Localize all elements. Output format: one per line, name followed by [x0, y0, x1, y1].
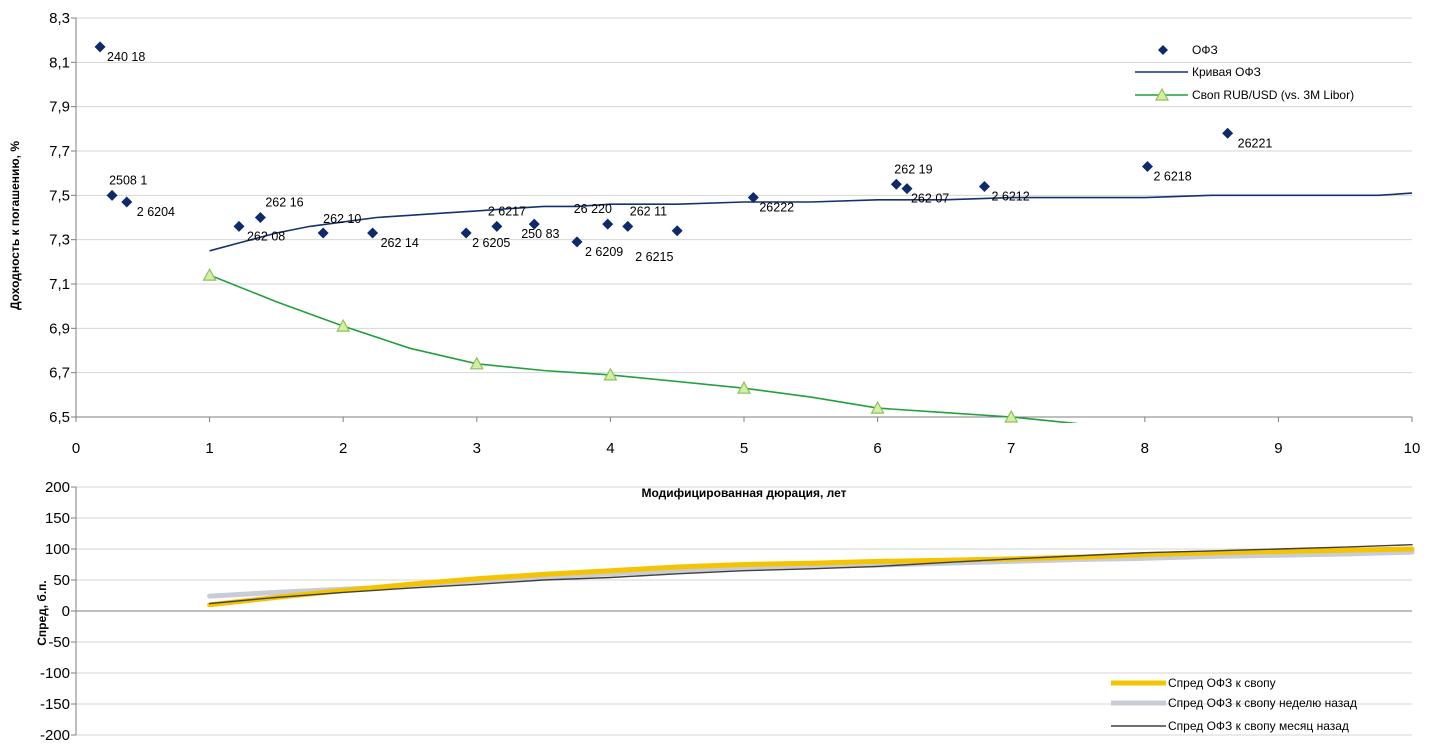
ofz-point-label: 2 6215 — [635, 250, 673, 264]
ofz-point — [978, 180, 990, 192]
ofz-point — [233, 220, 245, 232]
bottom-y-axis-title: Спред, б.п. — [35, 580, 49, 646]
top-ytick-label: 8,3 — [49, 10, 70, 27]
top-y-axis-title: Доходность к погашению, % — [8, 141, 22, 310]
top-ytick-label: 6,9 — [49, 320, 70, 337]
ofz-point-label: 262 14 — [381, 236, 419, 250]
top-ytick-label: 7,7 — [49, 143, 70, 160]
legend-curve-label: Кривая ОФЗ — [1192, 65, 1261, 79]
top-xtick-label: 5 — [740, 440, 748, 457]
top-xtick-label: 2 — [339, 440, 347, 457]
top-xtick-label: 9 — [1274, 440, 1282, 457]
swap-marker — [469, 356, 484, 370]
spread-line-2 — [208, 544, 1413, 605]
top-xtick-label: 3 — [473, 440, 481, 457]
top-xtick-label: 8 — [1141, 440, 1149, 457]
top-ytick-label: 7,1 — [49, 276, 70, 293]
ofz-point-label: 2 6209 — [585, 245, 623, 259]
ofz-point — [254, 212, 266, 223]
top-xtick-label: 4 — [606, 440, 614, 457]
ofz-point — [528, 218, 540, 230]
swap-marker — [202, 267, 217, 281]
top-ytick-label: 6,5 — [49, 409, 70, 426]
ofz-point — [602, 218, 614, 230]
ofz-point-label: 262 16 — [265, 196, 303, 210]
ofz-point-label: 240 18 — [107, 50, 145, 64]
ofz-point — [94, 41, 106, 53]
ofz-point — [460, 227, 472, 239]
top-ytick-label: 7,9 — [49, 99, 70, 116]
ofz-point — [121, 196, 133, 208]
top-xtick-label: 6 — [873, 440, 881, 457]
ofz-curve-line — [209, 192, 1413, 252]
bottom-ytick-label: 150 — [45, 510, 70, 527]
ofz-point-label: 2 6212 — [991, 189, 1029, 203]
ofz-point — [671, 225, 683, 237]
ofz-point-label: 2508 1 — [109, 173, 147, 187]
top-ytick-label: 7,5 — [49, 187, 70, 204]
ofz-point — [1222, 127, 1234, 139]
ofz-point — [622, 220, 634, 232]
bottom-legend-label: Спред ОФЗ к свопу — [1168, 676, 1276, 690]
ofz-point-label: 2 6217 — [488, 204, 526, 218]
bottom-ytick-label: 100 — [45, 541, 70, 558]
top-xtick-label: 1 — [205, 440, 213, 457]
top-xtick-label: 7 — [1007, 440, 1015, 457]
ofz-point — [901, 183, 913, 195]
ofz-point-label: 2 6204 — [137, 205, 175, 219]
ofz-point — [491, 220, 503, 232]
ofz-point-label: 26221 — [1238, 136, 1273, 150]
ofz-point-label: 2 6218 — [1153, 170, 1191, 184]
swap-marker — [870, 400, 885, 414]
ofz-point — [747, 192, 759, 204]
top-ytick-label: 8,1 — [49, 54, 70, 71]
ofz-point-label: 262 08 — [247, 229, 285, 243]
bottom-ytick-label: -100 — [40, 665, 70, 682]
bottom-ytick-label: -200 — [40, 727, 70, 743]
swap-marker — [603, 367, 618, 381]
spread-line-0 — [207, 546, 1415, 608]
legend-ofz-marker — [1158, 45, 1168, 55]
ofz-point-label: 262 07 — [911, 192, 949, 206]
legend-swap-label: Своп RUB/USD (vs. 3M Libor) — [1192, 88, 1354, 102]
swap-marker — [336, 318, 351, 332]
bottom-ytick-label: 0 — [62, 603, 70, 620]
top-ytick-label: 6,7 — [49, 365, 70, 382]
swap-line — [209, 274, 1079, 423]
ofz-point — [367, 227, 379, 239]
ofz-point-label: 26222 — [759, 201, 794, 215]
ofz-point-label: 26 220 — [574, 202, 612, 216]
ofz-point-label: 262 10 — [323, 212, 361, 226]
swap-marker — [736, 380, 752, 394]
ofz-point — [571, 236, 583, 248]
top-x-axis-title: Модифицированная дюрация, лет — [641, 486, 846, 500]
bottom-ytick-label: -150 — [40, 696, 70, 713]
legend-ofz-label: ОФЗ — [1192, 43, 1218, 57]
bottom-legend-label: Спред ОФЗ к свопу неделю назад — [1168, 696, 1357, 710]
bottom-ytick-label: 200 — [45, 479, 70, 496]
ofz-point — [1141, 161, 1153, 173]
ofz-point — [890, 178, 902, 190]
ofz-point-label: 262 11 — [630, 204, 667, 218]
swap-marker — [1004, 409, 1019, 423]
ofz-point-label: 2 6205 — [472, 236, 510, 250]
ofz-point — [317, 227, 329, 239]
bottom-legend-label: Спред ОФЗ к свопу месяц назад — [1168, 719, 1349, 733]
ofz-point-label: 250 83 — [521, 227, 559, 241]
bottom-ytick-label: -50 — [48, 634, 70, 651]
top-xtick-label: 10 — [1404, 440, 1421, 457]
ofz-point-label: 262 19 — [894, 162, 932, 176]
top-ytick-label: 7,3 — [49, 232, 70, 249]
legend-swap-marker — [1154, 87, 1170, 101]
bottom-ytick-label: 50 — [53, 572, 70, 589]
ofz-point — [106, 189, 118, 201]
top-xtick-label: 0 — [72, 440, 80, 457]
